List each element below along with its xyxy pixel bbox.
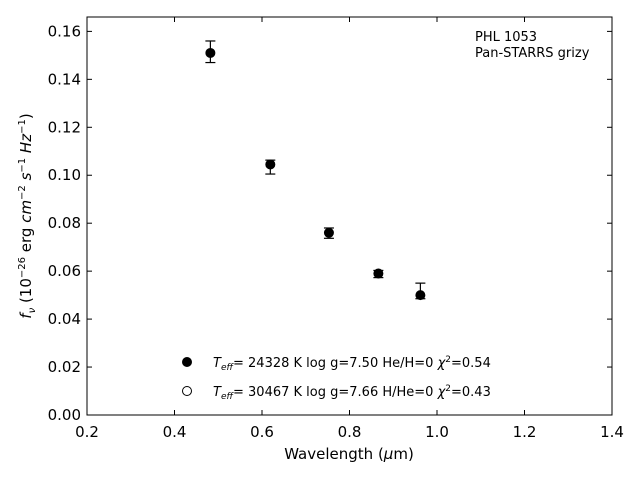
x-tick-label: 0.4 [163,423,187,441]
annotation-survey: Pan-STARRS grizy [475,46,590,61]
legend-label-1: Teff= 24328 K log g=7.50 He/H=0 χ2=0.54 [213,355,491,373]
y-tick-label: 0.12 [48,118,81,136]
y-tick-label: 0.14 [48,70,81,88]
y-tick-label: 0.06 [48,262,81,280]
x-tick-label: 1.2 [513,423,537,441]
x-tick-label: 0.2 [75,423,99,441]
y-tick-label: 0.10 [48,166,81,184]
y-tick-label: 0.08 [48,214,81,232]
x-tick-label: 0.8 [338,423,362,441]
x-axis-label: Wavelength (μm) [284,445,414,463]
y-axis-label: fν (10−26 erg cm−2 s−1 Hz−1) [17,113,38,318]
x-tick-label: 1.4 [600,423,624,441]
data-points [205,47,426,301]
legend-marker-filled [182,357,192,367]
ticks: 0.2 0.4 0.6 0.8 1.0 1.2 1.4 0.00 0.02 0.04 0.06 0.0… [48,17,624,441]
y-tick-label: 0.04 [48,310,81,328]
data-point-filled [205,47,216,58]
y-tick-label: 0.16 [48,22,81,40]
legend-label-2: Teff= 30467 K log g=7.66 H/He=0 χ2=0.43 [213,384,491,402]
y-tick-label: 0.00 [48,406,81,424]
data-point-filled [323,227,334,238]
data-point-filled [415,290,426,301]
plot-frame [86,16,613,416]
legend-marker-open [182,386,192,396]
annotation-object: PHL 1053 [475,30,537,45]
data-point-filled [373,268,384,279]
data-point-filled [265,159,276,170]
x-tick-label: 1.0 [425,423,449,441]
y-tick-label: 0.02 [48,358,81,376]
x-tick-label: 0.6 [250,423,274,441]
